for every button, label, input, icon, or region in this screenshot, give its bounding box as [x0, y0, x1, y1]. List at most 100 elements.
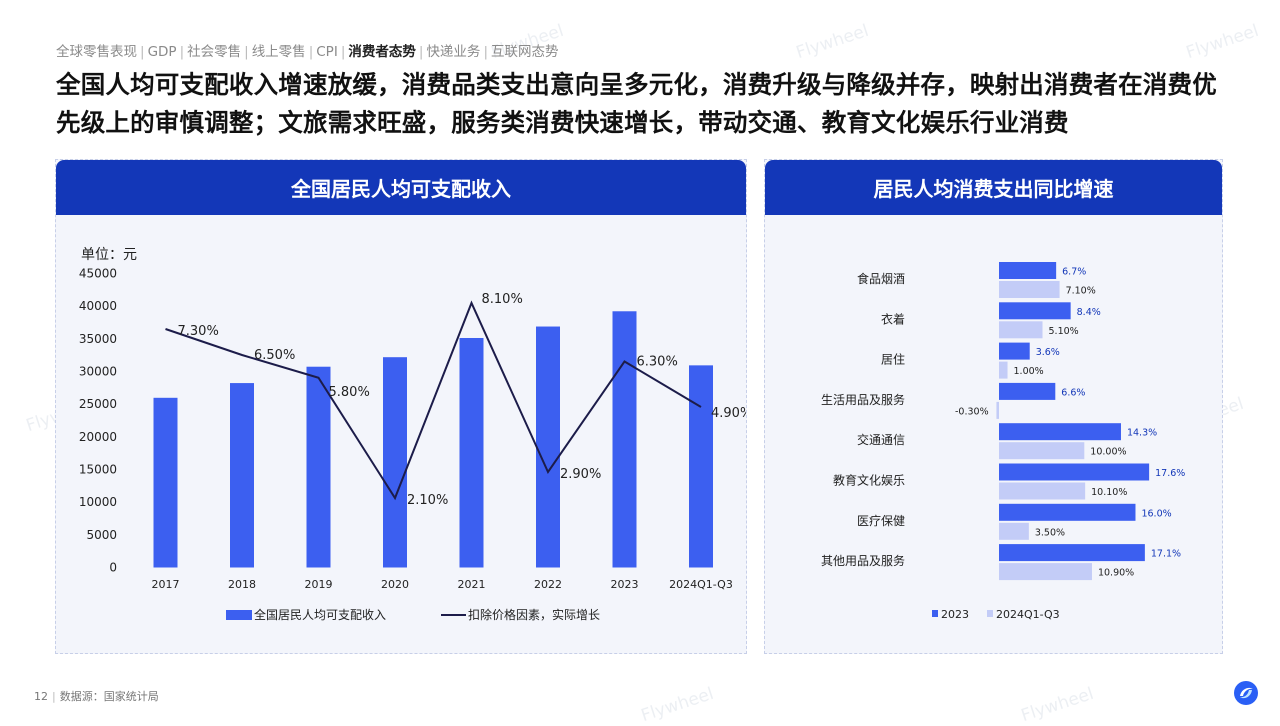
growth-line	[165, 300, 702, 501]
category-label: 交通通信	[857, 432, 905, 447]
breadcrumb-nav: 全球零售表现 | GDP | 社会零售 | 线上零售 | CPI | 消费者态势 | 快递业务 | 互联网态…	[56, 40, 559, 60]
y-tick-label: 5000	[86, 528, 117, 542]
footer: 12 | 数据源：国家统计局	[34, 690, 159, 703]
spending-panel: 居民人均消费支出同比增速 食品烟酒 6.7% 7.10% 衣着 8.4% 5.10% 居住 3…	[764, 159, 1223, 654]
value-label-2023: 14.3%	[1127, 428, 1157, 439]
value-label-2024q1q3: 10.00%	[1090, 447, 1126, 458]
y-tick-label: 40000	[79, 299, 117, 313]
value-label-2024q1q3: 10.90%	[1098, 568, 1134, 579]
source-note: 数据源：国家统计局	[59, 690, 159, 703]
y-tick-label: 25000	[79, 397, 117, 411]
income-bar	[536, 326, 560, 568]
y-tick-label: 10000	[79, 495, 117, 509]
income-bar	[230, 383, 254, 568]
spending-panel-title: 居民人均消费支出同比增速	[765, 160, 1222, 215]
bar-2024q1q3	[999, 522, 1029, 540]
nav-separator: |	[418, 44, 424, 60]
growth-label: 7.30%	[178, 324, 219, 339]
x-tick-label: 2020	[381, 578, 409, 591]
category-label: 食品烟酒	[857, 271, 905, 286]
nav-item[interactable]: 社会零售	[187, 44, 242, 60]
category-label: 居住	[881, 353, 905, 367]
value-label-2024q1q3: 1.00%	[1014, 366, 1044, 377]
nav-item[interactable]: 全球零售表现	[56, 44, 137, 60]
x-tick-label: 2017	[152, 578, 180, 591]
income-panel-title: 全国居民人均可支配收入	[56, 160, 746, 215]
value-label-2023: 17.6%	[1155, 468, 1185, 479]
unit-label: 单位：元	[81, 247, 137, 263]
page-headline: 全国人均可支配收入增速放缓，消费品类支出意向呈多元化，消费升级与降级并存，映射出…	[56, 70, 1217, 137]
x-tick-label: 2018	[228, 578, 256, 591]
value-label-2023: 16.0%	[1141, 508, 1171, 519]
bar-2024q1q3	[999, 321, 1043, 339]
growth-label: 5.80%	[329, 385, 370, 400]
value-label-2024q1q3: 7.10%	[1066, 286, 1096, 297]
income-bar	[689, 365, 713, 568]
income-bar	[306, 366, 331, 568]
bar-2023	[999, 503, 1136, 521]
y-tick-label: 20000	[79, 430, 117, 444]
bar-2023	[999, 463, 1150, 481]
category-label: 医疗保健	[857, 514, 905, 528]
bar-2023	[999, 423, 1121, 441]
nav-item[interactable]: 线上零售	[251, 44, 306, 60]
nav-item[interactable]: GDP	[147, 44, 177, 60]
y-tick-label: 35000	[79, 332, 117, 346]
legend-2023-label: 2023	[941, 608, 969, 621]
income-bar	[153, 397, 178, 568]
growth-label: 6.50%	[254, 348, 295, 363]
income-bar	[383, 357, 407, 568]
nav-separator: |	[179, 44, 185, 60]
x-tick-label: 2021	[458, 578, 486, 591]
legend-2024-label: 2024Q1-Q3	[996, 608, 1060, 621]
nav-item[interactable]: 互联网态势	[491, 44, 559, 60]
watermark: Flywheel	[793, 20, 872, 64]
flywheel-logo-icon	[1234, 681, 1258, 705]
legend-bar-label: 全国居民人均可支配收入	[254, 607, 386, 622]
bar-2023	[999, 544, 1145, 562]
value-label-2024q1q3: 3.50%	[1035, 527, 1065, 538]
legend-bar-swatch	[226, 610, 252, 620]
nav-item[interactable]: 快递业务	[426, 44, 481, 60]
growth-label: 2.90%	[560, 467, 601, 482]
value-label-2023: 3.6%	[1036, 347, 1060, 358]
category-label: 衣着	[881, 311, 905, 326]
nav-separator: |	[483, 44, 488, 60]
page-number: 12	[34, 690, 48, 703]
nav-separator: |	[140, 44, 145, 60]
watermark: Flywheel	[1183, 20, 1262, 64]
nav-separator: |	[308, 44, 314, 60]
income-panel: 全国居民人均可支配收入 单位：元 0 5000 10000 15000 20000 2500…	[55, 159, 747, 654]
bar-2024q1q3	[996, 401, 999, 419]
nav-item[interactable]: CPI	[316, 44, 338, 60]
category-label: 其他用品及服务	[821, 553, 905, 568]
bar-2023	[999, 262, 1057, 279]
spending-chart: 食品烟酒 6.7% 7.10% 衣着 8.4% 5.10% 居住 3.6% 1.00% 生活用品及…	[821, 262, 1185, 621]
y-tick-label: 45000	[79, 267, 117, 281]
bar-2023	[999, 342, 1030, 360]
bar-2023	[999, 382, 1056, 400]
y-tick-label: 0	[109, 561, 117, 575]
bar-2024q1q3	[999, 563, 1092, 581]
nav-item[interactable]: 消费者态势	[348, 44, 416, 60]
legend-2024-swatch	[987, 610, 993, 617]
bar-2023	[999, 302, 1071, 320]
growth-label: 6.30%	[637, 355, 678, 370]
growth-label: 2.10%	[407, 493, 448, 508]
y-tick-label: 15000	[79, 463, 117, 477]
value-label-2023: 6.6%	[1061, 387, 1085, 398]
growth-label: 8.10%	[482, 292, 523, 307]
growth-label: 4.90%	[711, 406, 746, 421]
income-bar	[459, 337, 484, 568]
value-label-2023: 6.7%	[1062, 267, 1086, 278]
x-tick-label: 2023	[611, 578, 639, 591]
category-label: 生活用品及服务	[821, 392, 905, 407]
bar-2024q1q3	[999, 281, 1060, 298]
bar-2024q1q3	[999, 442, 1085, 460]
bar-2024q1q3	[999, 361, 1008, 379]
x-tick-label: 2024Q1-Q3	[669, 578, 733, 591]
value-label-2024q1q3: 10.10%	[1091, 487, 1127, 498]
category-label: 教育文化娱乐	[833, 473, 905, 488]
value-label-2023: 17.1%	[1151, 549, 1181, 560]
income-chart: 单位：元 0 5000 10000 15000 20000 25000 30000 35000 4…	[79, 247, 746, 622]
